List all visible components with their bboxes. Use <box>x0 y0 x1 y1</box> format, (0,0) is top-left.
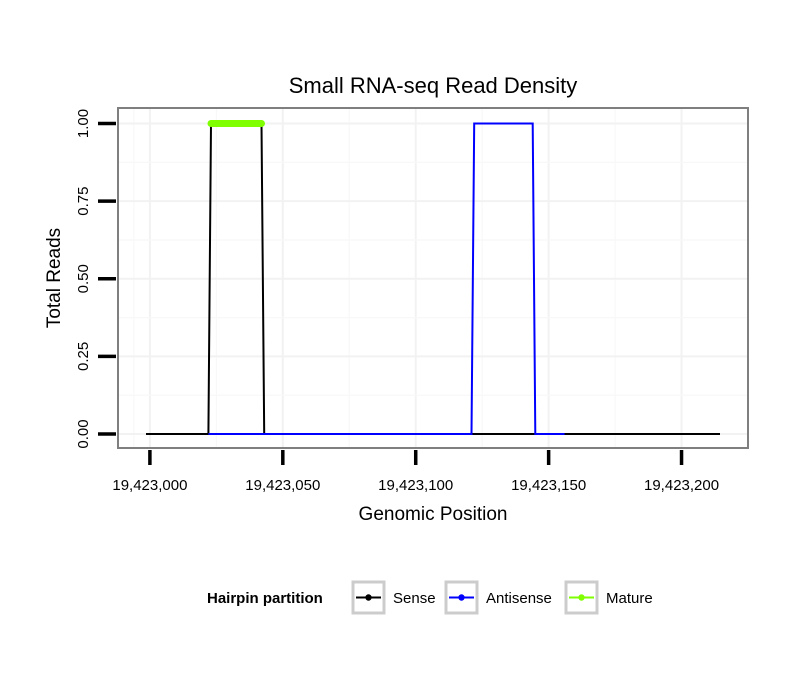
y-axis-label: Total Reads <box>44 228 65 328</box>
legend-label: Sense <box>393 590 436 607</box>
legend-key-point <box>578 594 585 601</box>
y-tick-label: 0.25 <box>75 342 92 371</box>
x-tick-label: 19,423,200 <box>644 477 719 494</box>
y-tick-label: 1.00 <box>75 109 92 138</box>
x-tick-label: 19,423,000 <box>112 477 187 494</box>
legend-key-point <box>365 594 372 601</box>
x-tick-label: 19,423,050 <box>245 477 320 494</box>
chart-title: Small RNA-seq Read Density <box>289 73 578 98</box>
legend-item-sense: Sense <box>351 580 436 615</box>
plot-panel-border <box>117 107 749 449</box>
x-tick-label: 19,423,100 <box>378 477 453 494</box>
y-tick-label: 0.75 <box>75 187 92 216</box>
axes: 19,423,000 19,423,050 19,423,100 19,423,150… <box>75 109 719 494</box>
series-line-antisense <box>208 122 565 435</box>
legend-title: Hairpin partition <box>207 590 323 607</box>
legend-label: Mature <box>606 590 653 607</box>
legend-label: Antisense <box>486 590 552 607</box>
x-tick-label: 19,423,150 <box>511 477 586 494</box>
y-tick-label: 0.50 <box>75 264 92 293</box>
legend: Hairpin partition Sense Antisense Mature <box>207 580 653 615</box>
series-layer <box>146 120 720 435</box>
legend-item-mature: Mature <box>564 580 653 615</box>
y-tick-label: 0.00 <box>75 419 92 448</box>
legend-key-point <box>458 594 465 601</box>
x-axis-label: Genomic Position <box>359 504 508 525</box>
grid <box>118 108 748 448</box>
legend-item-antisense: Antisense <box>444 580 552 615</box>
